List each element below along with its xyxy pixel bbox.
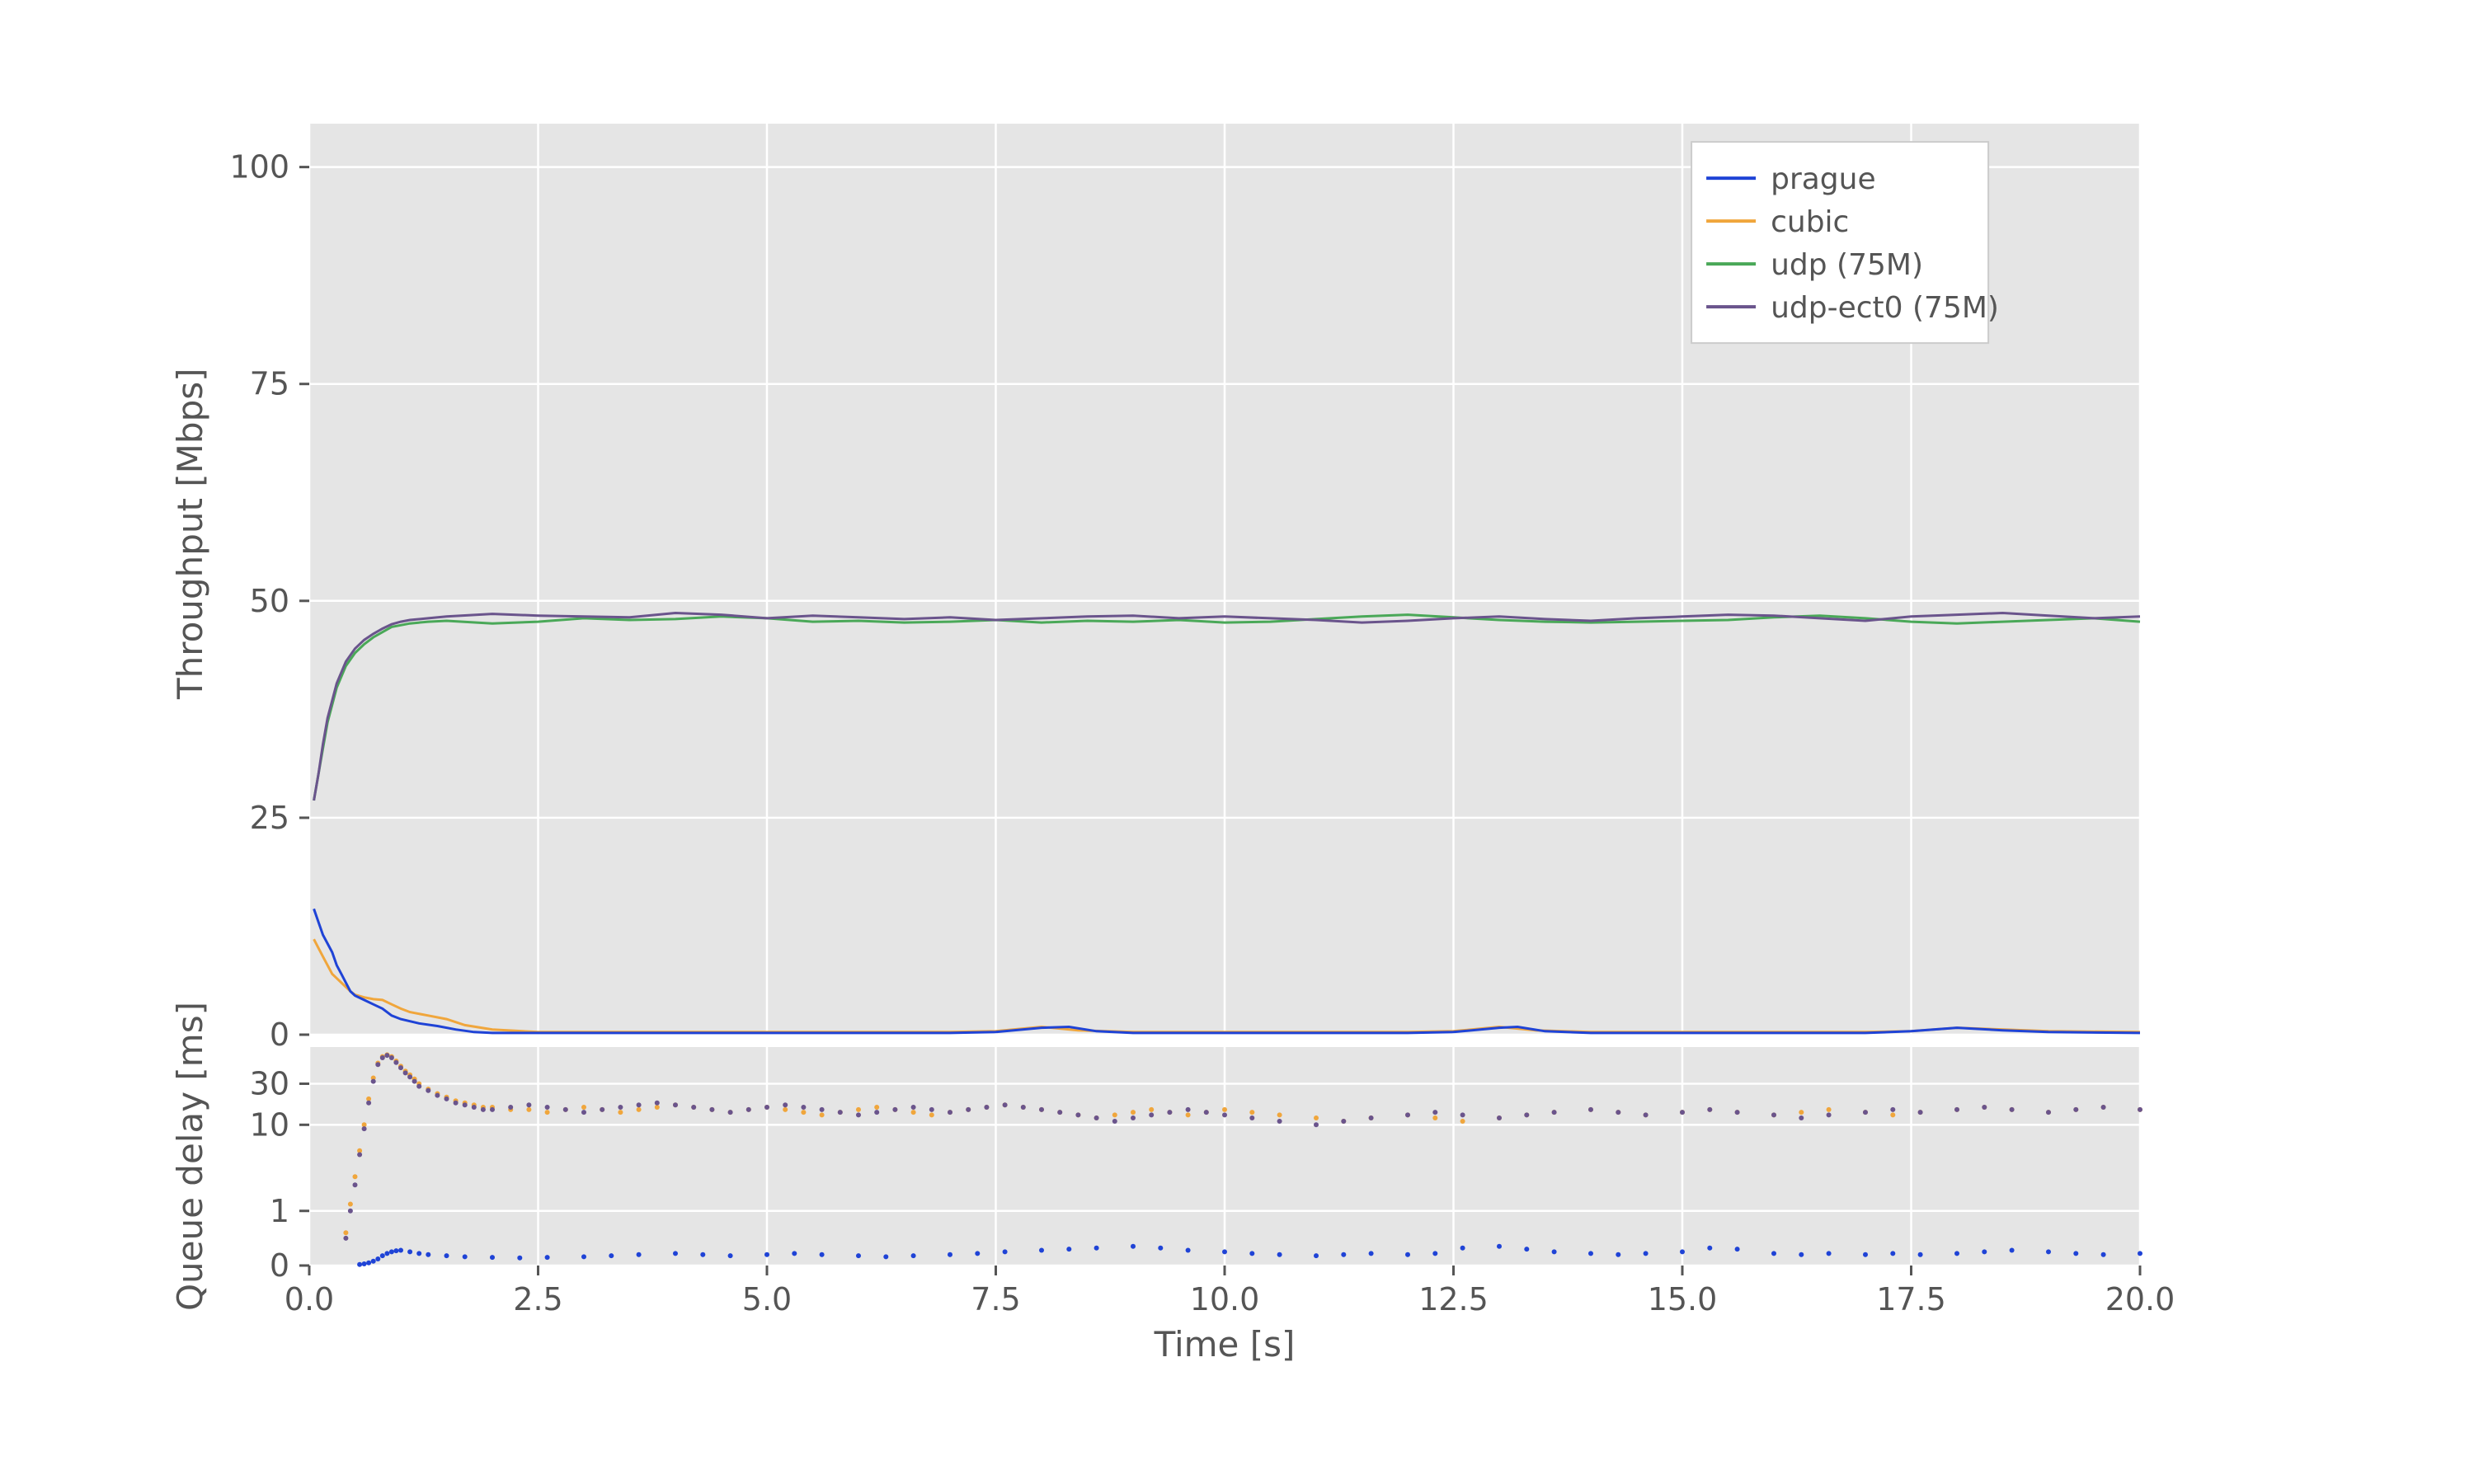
- y-tick-label-top: 50: [250, 583, 289, 619]
- x-tick-label: 7.5: [971, 1281, 1020, 1317]
- x-tick-label: 12.5: [1418, 1281, 1489, 1317]
- figure: 0.0 2.5 5.0 7.5 10.0 12.5 15.0 17.5 20.0 Time [s]…: [0, 0, 2474, 1484]
- legend-label: udp-ect0 (75M): [1771, 291, 1999, 325]
- y-tick-label-top: 25: [250, 800, 289, 836]
- x-tick-label: 20.0: [2105, 1281, 2175, 1317]
- x-tick-label: 15.0: [1648, 1281, 1718, 1317]
- x-axis-label: Time [s]: [1154, 1324, 1296, 1364]
- y-tick-label-bottom: 10: [250, 1106, 289, 1143]
- chart-svg: 0.0 2.5 5.0 7.5 10.0 12.5 15.0 17.5 20.0 Time [s]…: [0, 0, 2474, 1484]
- x-tick-label: 5.0: [742, 1281, 792, 1317]
- legend-label: udp (75M): [1771, 248, 1923, 282]
- x-tick-label: 17.5: [1876, 1281, 1946, 1317]
- y-tick-label-top: 75: [250, 366, 289, 402]
- y-tick-label-top: 100: [229, 149, 289, 186]
- legend-label: cubic: [1771, 205, 1849, 239]
- x-tick-label: 10.0: [1190, 1281, 1260, 1317]
- y-axis-label-bottom: Queue delay [ms]: [170, 1002, 210, 1311]
- y-tick-label-bottom: 30: [250, 1065, 289, 1101]
- y-axis-label-top: Throughput [Mbps]: [170, 368, 210, 700]
- x-tick-label: 2.5: [513, 1281, 562, 1317]
- legend-label: prague: [1771, 162, 1876, 196]
- y-tick-label-bottom: 1: [270, 1193, 289, 1229]
- y-tick-label-bottom: 0: [270, 1247, 289, 1284]
- y-tick-label-top: 0: [270, 1017, 289, 1053]
- x-tick-label: 0.0: [285, 1281, 334, 1317]
